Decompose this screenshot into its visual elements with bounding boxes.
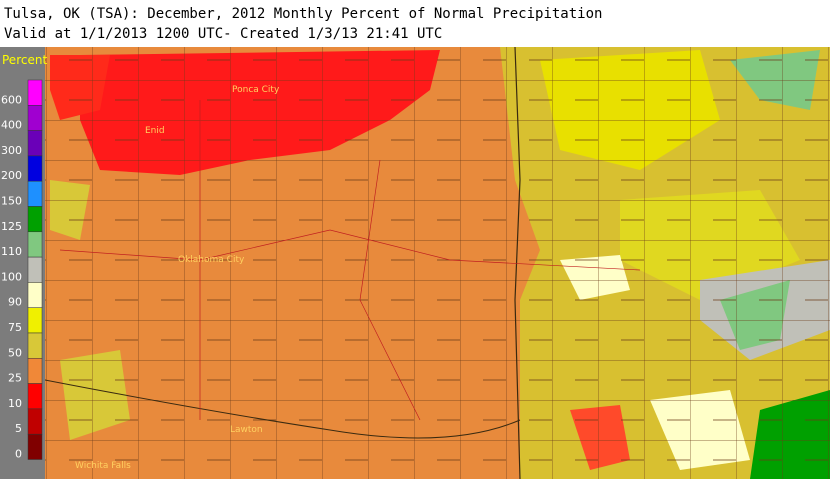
- legend-label: 90: [8, 296, 22, 309]
- legend-swatch: [27, 155, 43, 182]
- legend-swatch: [27, 130, 43, 157]
- legend-label: 50: [8, 346, 22, 359]
- legend-label: 25: [8, 372, 22, 385]
- legend-swatch: [27, 231, 43, 258]
- city-label: Wichita Falls: [75, 461, 131, 471]
- legend-label: 600: [1, 93, 22, 106]
- title: Tulsa, OK (TSA): December, 2012 Monthly …: [4, 6, 602, 22]
- city-label: Ponca City: [232, 85, 280, 95]
- legend: Percent 60040030020015012511010090755025…: [0, 47, 47, 479]
- legend-label: 150: [1, 195, 22, 208]
- legend-swatch: [27, 180, 43, 207]
- city-label: Lawton: [230, 425, 263, 435]
- city-label: Enid: [145, 126, 165, 136]
- legend-swatch: [27, 282, 43, 308]
- legend-swatch: [27, 206, 43, 233]
- legend-swatch: [27, 408, 43, 435]
- legend-swatch: [27, 105, 43, 131]
- legend-swatch: [27, 79, 43, 106]
- legend-swatch: [27, 358, 43, 384]
- legend-label: 400: [1, 119, 22, 132]
- map: Ponca City Enid Oklahoma City Lawton Wic…: [44, 46, 830, 479]
- legend-label: 100: [1, 270, 22, 283]
- legend-label: 300: [1, 144, 22, 157]
- legend-label: 125: [1, 220, 22, 233]
- legend-label: 200: [1, 169, 22, 182]
- legend-label: 75: [8, 321, 22, 334]
- legend-label: 0: [15, 448, 22, 461]
- city-label: Oklahoma City: [178, 255, 245, 265]
- legend-swatch: [27, 433, 43, 460]
- legend-swatch: [27, 383, 43, 410]
- legend-swatch: [27, 307, 43, 334]
- legend-label: 110: [1, 245, 22, 258]
- legend-title: Percent: [2, 53, 47, 67]
- legend-label: 10: [8, 397, 22, 410]
- subtitle: Valid at 1/1/2013 1200 UTC- Created 1/3/…: [4, 26, 442, 42]
- header-bg: [0, 0, 830, 47]
- legend-swatch: [27, 332, 43, 359]
- legend-swatch: [27, 256, 43, 283]
- legend-label: 5: [15, 422, 22, 435]
